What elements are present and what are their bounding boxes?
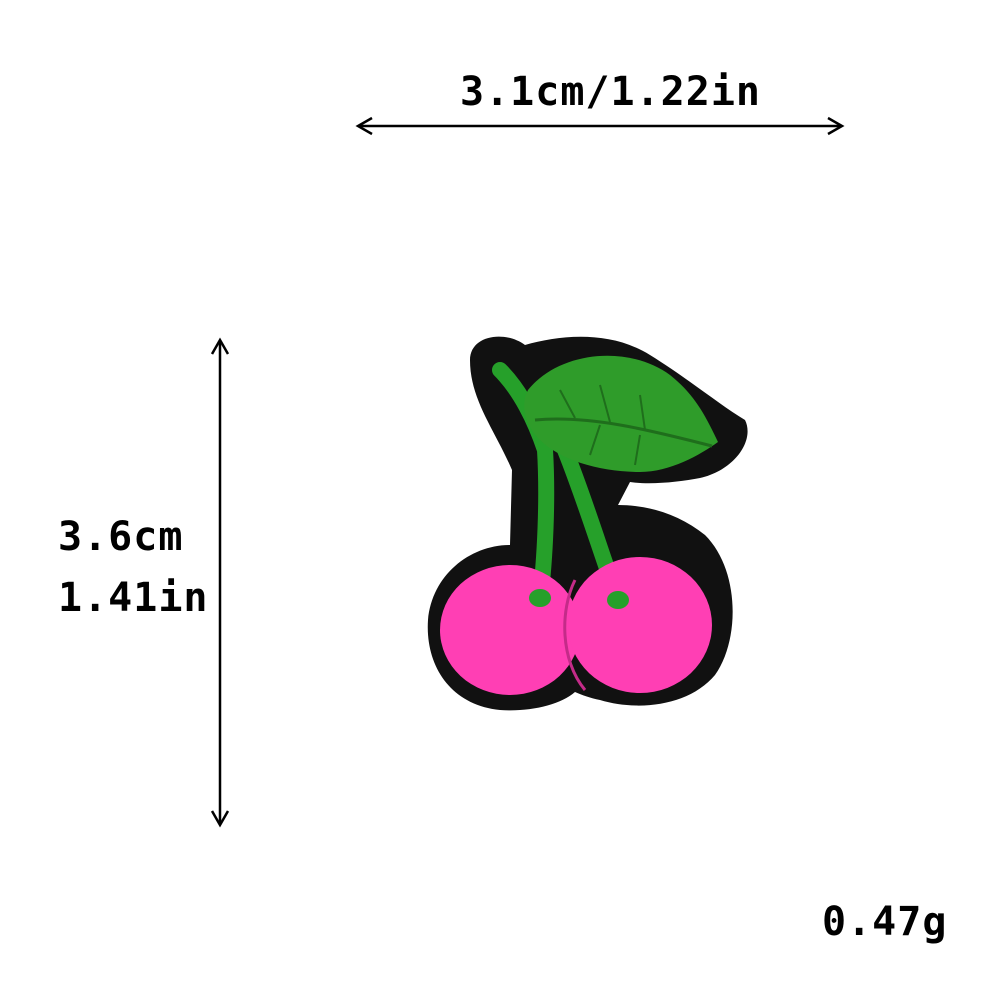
weight-label: 0.47g [822,899,948,945]
height-dimension-in-label: 1.41in [58,575,209,621]
double-arrow-vertical-icon [210,337,230,828]
double-arrow-horizontal-icon [355,116,845,136]
width-dimension-label: 3.1cm/1.22in [460,69,761,115]
height-dimension-cm-label: 3.6cm [58,514,184,560]
